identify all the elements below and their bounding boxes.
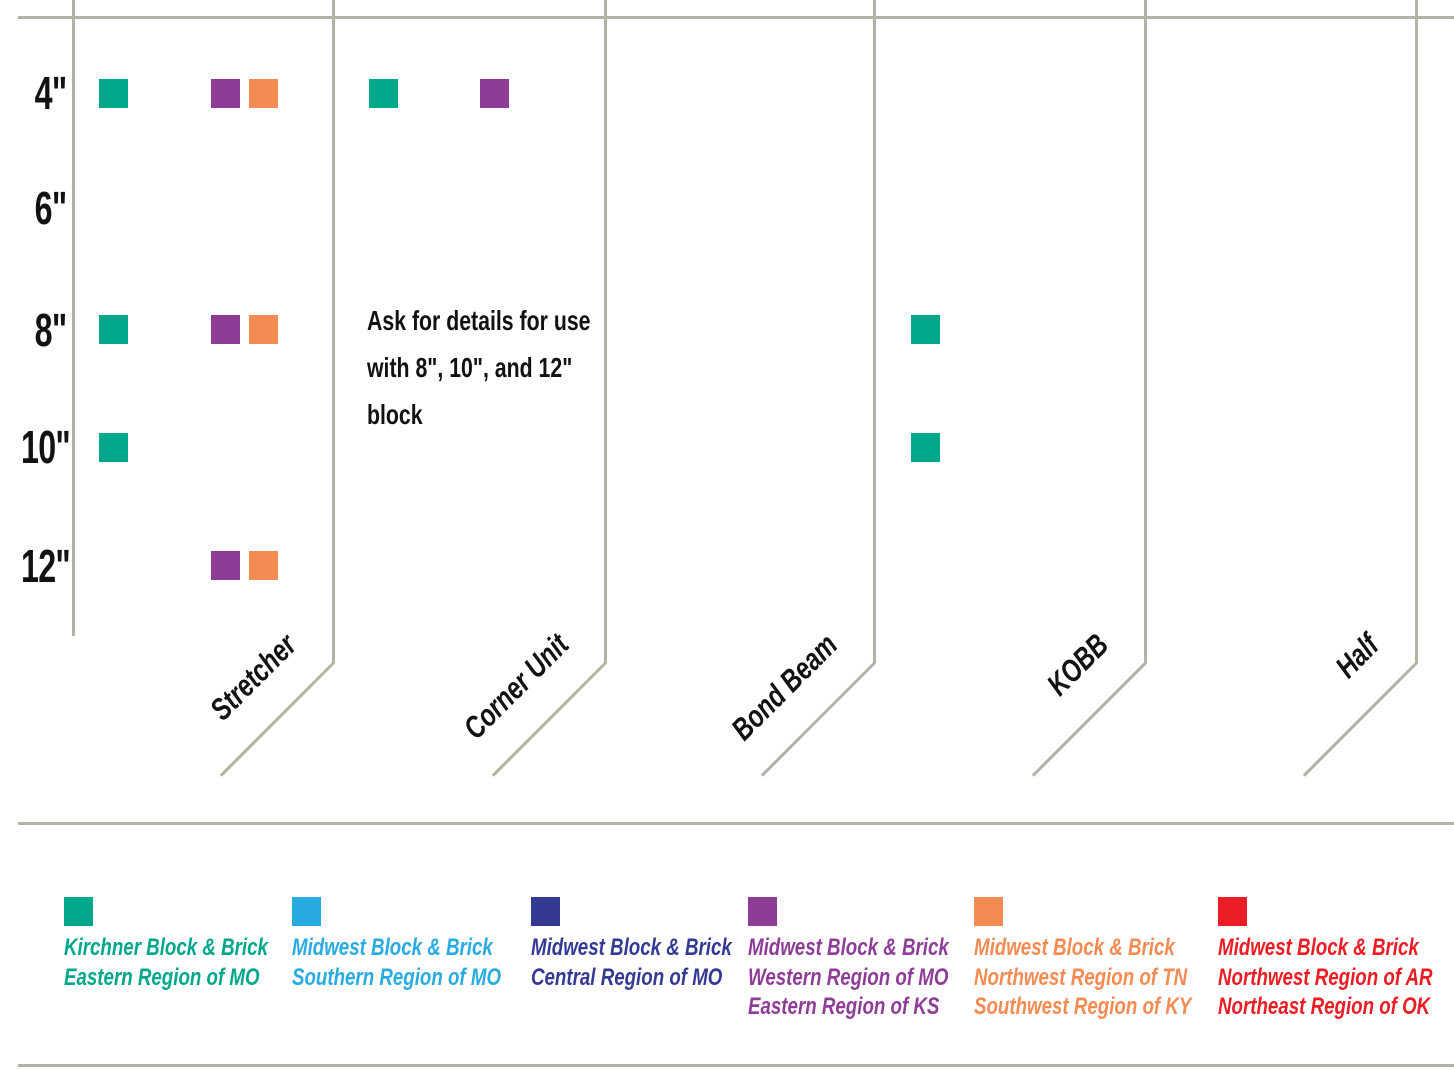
column-label-half: Half: [1150, 627, 1386, 864]
column-label-text: Stretcher: [203, 627, 303, 728]
column-divider-vertical: [873, 0, 876, 663]
marker-purple: [211, 551, 240, 580]
column-label-text: KOBB: [1039, 627, 1115, 703]
legend-label-line: Midwest Block & Brick: [531, 934, 732, 961]
row-label-10: 10": [0, 424, 71, 470]
legend-label: Midwest Block & Brick Northwest Region of…: [974, 933, 1191, 1022]
row-label-6: 6": [0, 185, 66, 231]
marker-orange: [249, 315, 278, 344]
legend-label: Midwest Block & Brick Western Region of M…: [748, 933, 949, 1022]
legend-label-line: Midwest Block & Brick: [292, 934, 493, 961]
column-label-text: Half: [1328, 627, 1386, 685]
legend-label-line: Northwest Region of TN: [974, 963, 1188, 991]
marker-teal: [99, 315, 128, 344]
column-label-text: Bond Beam: [724, 627, 844, 748]
legend-label: Midwest Block & Brick Northwest Region of…: [1218, 933, 1433, 1022]
legend-swatch-orange: [974, 897, 1003, 926]
legend-swatch-teal: [64, 897, 93, 926]
legend-label-line: Western Region of MO: [748, 963, 949, 991]
column-divider-vertical: [332, 0, 335, 663]
row-label-text: 6": [34, 182, 66, 234]
legend-label-line: Southern Region of MO: [292, 963, 502, 991]
column-label-text: Corner Unit: [456, 627, 575, 747]
left-axis-line: [72, 0, 75, 636]
note-line: Ask for details for use: [367, 305, 591, 336]
legend-label-line: Central Region of MO: [531, 963, 723, 991]
legend-label-line: Midwest Block & Brick: [748, 934, 949, 961]
note-line: with 8", 10", and 12": [367, 352, 573, 383]
legend-label-line: Eastern Region of KS: [748, 993, 940, 1020]
legend-swatch-purple: [748, 897, 777, 926]
row-label-text: 8": [34, 304, 66, 356]
row-label-text: 4": [34, 67, 66, 119]
row-label-text: 12": [20, 540, 71, 592]
legend-top-rule: [18, 822, 1454, 825]
legend-swatch-navy: [531, 897, 560, 926]
marker-teal: [99, 433, 128, 462]
legend-label-line: Midwest Block & Brick: [974, 934, 1175, 961]
legend-label: Kirchner Block & Brick Eastern Region of …: [64, 933, 268, 992]
note-line: block: [367, 399, 423, 430]
column-label-bond-beam: Bond Beam: [608, 627, 844, 864]
legend-swatch-red: [1218, 897, 1247, 926]
marker-teal: [911, 315, 940, 344]
legend-label-line: Midwest Block & Brick: [1218, 934, 1419, 961]
legend-label-line: Northeast Region of OK: [1218, 993, 1431, 1020]
row-label-12: 12": [0, 543, 71, 589]
marker-teal: [911, 433, 940, 462]
row-label-8: 8": [0, 307, 66, 353]
bottom-rule: [18, 1064, 1454, 1067]
column-divider-vertical: [604, 0, 607, 663]
legend-label: Midwest Block & Brick Southern Region of …: [292, 933, 501, 992]
column-label-kobb: KOBB: [879, 627, 1115, 864]
availability-note: Ask for details for use with 8", 10", an…: [367, 297, 661, 438]
row-label-text: 10": [20, 421, 71, 473]
row-label-4: 4": [0, 70, 66, 116]
column-divider-vertical: [1415, 0, 1418, 663]
column-label-stretcher: Stretcher: [67, 627, 303, 864]
top-rule: [18, 16, 1454, 19]
marker-purple: [211, 315, 240, 344]
legend-label-line: Southwest Region of KY: [974, 993, 1192, 1020]
legend-label: Midwest Block & Brick Central Region of M…: [531, 933, 732, 992]
column-divider-vertical: [1144, 0, 1147, 663]
legend-label-line: Northwest Region of AR: [1218, 963, 1433, 991]
marker-orange: [249, 551, 278, 580]
legend-label-line: Kirchner Block & Brick: [64, 934, 268, 961]
column-label-corner-unit: Corner Unit: [339, 627, 575, 864]
marker-purple: [211, 79, 240, 108]
marker-teal: [369, 79, 398, 108]
marker-orange: [249, 79, 278, 108]
marker-purple: [480, 79, 509, 108]
marker-teal: [99, 79, 128, 108]
legend-label-line: Eastern Region of MO: [64, 963, 260, 991]
legend-swatch-cyan: [292, 897, 321, 926]
